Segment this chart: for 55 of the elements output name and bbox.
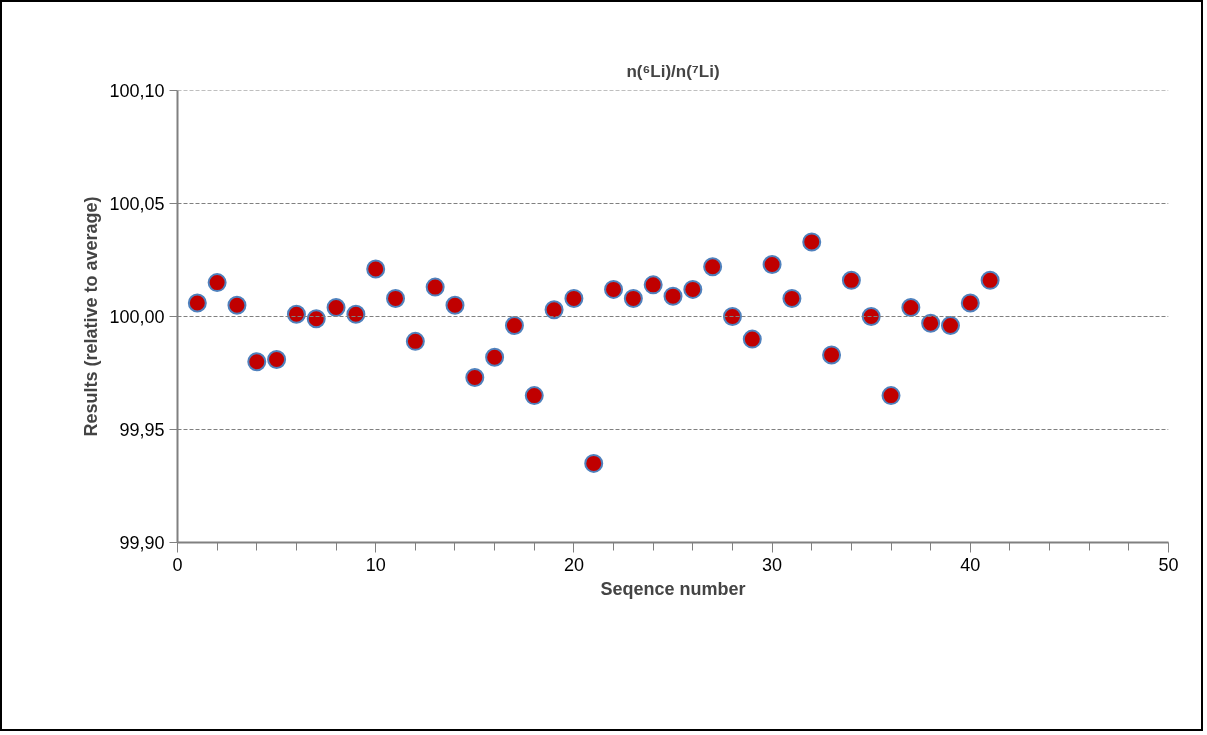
y-tick-label: 100,05 bbox=[109, 194, 165, 214]
point bbox=[703, 257, 723, 277]
point bbox=[524, 386, 544, 406]
point bbox=[881, 386, 901, 406]
point bbox=[802, 232, 822, 252]
point bbox=[841, 270, 861, 290]
y-tick-label: 99,90 bbox=[119, 533, 165, 553]
y-tick-label: 100,00 bbox=[109, 307, 165, 327]
point bbox=[306, 309, 326, 329]
point bbox=[544, 300, 564, 320]
point bbox=[604, 279, 624, 299]
point bbox=[623, 288, 643, 308]
y-tick-label: 100,10 bbox=[109, 81, 165, 101]
point bbox=[465, 368, 485, 387]
point bbox=[485, 347, 505, 367]
point bbox=[504, 316, 524, 336]
point bbox=[187, 293, 207, 313]
x-axis-title: Seqence number bbox=[600, 578, 746, 599]
point bbox=[663, 286, 683, 306]
y-tick-label: 99,95 bbox=[119, 420, 165, 440]
y-axis-title: Results (relative to average) bbox=[81, 196, 102, 437]
x-tick-label: 50 bbox=[1158, 554, 1179, 575]
point bbox=[901, 297, 921, 317]
chart-title: n(⁶Li)/n(⁷Li) bbox=[626, 61, 720, 81]
point bbox=[722, 307, 742, 326]
point bbox=[742, 329, 762, 349]
point bbox=[960, 293, 980, 313]
point bbox=[980, 270, 1000, 290]
x-tick-label: 20 bbox=[563, 554, 584, 575]
point bbox=[247, 352, 267, 372]
point bbox=[861, 307, 881, 326]
point bbox=[822, 345, 842, 365]
point bbox=[366, 259, 386, 279]
point bbox=[584, 453, 604, 473]
point bbox=[227, 295, 247, 315]
point bbox=[921, 313, 941, 333]
point bbox=[207, 273, 227, 293]
point bbox=[564, 288, 584, 308]
x-tick-label: 40 bbox=[960, 554, 981, 575]
point bbox=[326, 297, 346, 317]
point bbox=[762, 255, 782, 274]
point bbox=[386, 288, 406, 308]
point bbox=[782, 288, 802, 308]
point bbox=[405, 331, 425, 351]
point bbox=[425, 277, 445, 297]
x-tick-label: 10 bbox=[365, 554, 386, 575]
point bbox=[940, 316, 960, 336]
point bbox=[346, 304, 366, 324]
x-tick-label: 0 bbox=[172, 554, 183, 575]
point bbox=[286, 304, 306, 324]
point bbox=[643, 275, 663, 295]
point bbox=[683, 279, 703, 299]
point bbox=[267, 349, 287, 369]
point bbox=[445, 295, 465, 315]
x-tick-label: 30 bbox=[762, 554, 783, 575]
